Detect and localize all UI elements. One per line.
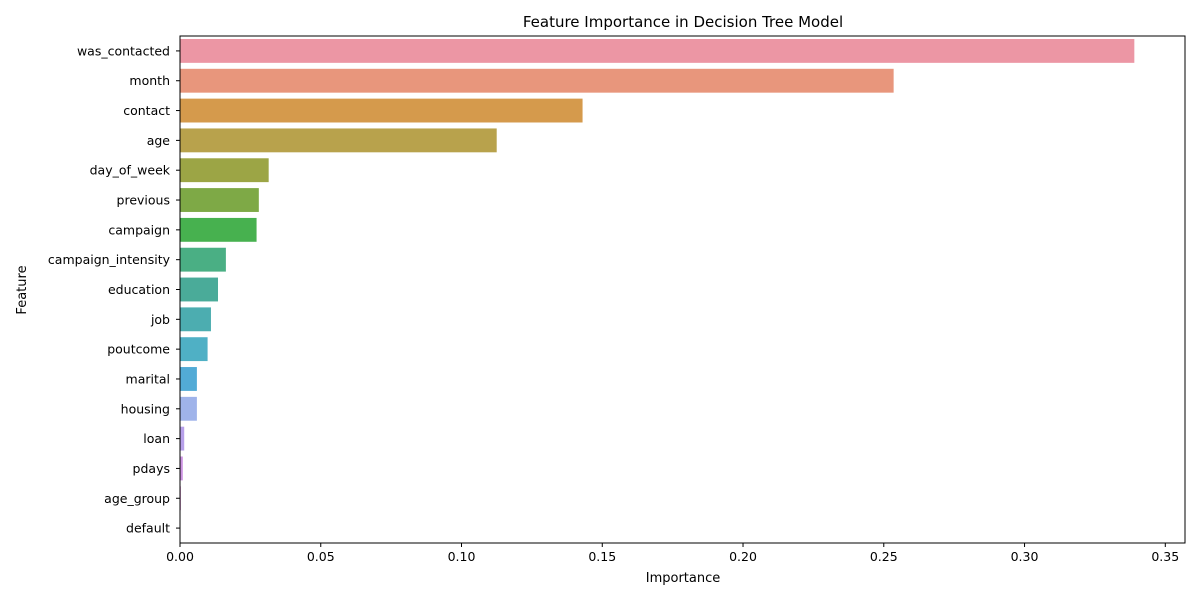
bar-job [180,307,211,332]
y-tick-label: marital [126,371,170,386]
y-tick-label: was_contacted [77,43,170,58]
y-axis-label: Feature [15,265,30,314]
y-tick-label: age_group [104,491,170,506]
y-tick-label: education [108,282,170,297]
bar-age [180,128,497,153]
bar-campaign [180,217,257,242]
bar-loan [180,426,185,451]
y-tick-label: campaign [108,222,170,237]
x-axis-label: Importance [646,571,721,586]
bar-previous [180,188,259,212]
bars-group [180,38,1135,511]
bar-was-contacted [180,38,1135,63]
y-tick-label: loan [143,431,170,446]
y-tick-label: pdays [133,461,170,476]
y-tick-label: day_of_week [90,163,171,178]
y-tick-label: campaign_intensity [48,252,171,267]
y-tick-label: month [129,73,170,88]
x-tick-label: 0.20 [729,549,757,564]
bar-housing [180,396,197,421]
x-tick-label: 0.05 [307,549,335,564]
x-tick-label: 0.15 [588,549,616,564]
y-tick-label: poutcome [107,342,170,357]
bar-month [180,68,894,93]
y-tick-label: age [147,133,171,148]
bar-education [180,277,219,302]
y-tick-label: job [150,312,170,327]
y-tick-label: default [126,521,170,536]
bar-contact [180,98,583,123]
bar-pdays [180,456,183,481]
bar-poutcome [180,337,208,362]
x-tick-label: 0.10 [448,549,476,564]
y-tick-label: contact [123,103,170,118]
bar-campaign-intensity [180,247,226,272]
x-tick-label: 0.00 [166,549,194,564]
x-tick-label: 0.35 [1151,549,1179,564]
x-tick-label: 0.25 [870,549,898,564]
x-tick-label: 0.30 [1011,549,1039,564]
chart-title: Feature Importance in Decision Tree Mode… [523,13,843,31]
bar-marital [180,367,197,391]
plot-frame [179,35,1186,544]
y-tick-label: housing [121,401,170,416]
y-tick-label: previous [117,193,170,208]
bar-day-of-week [180,158,269,183]
x-axis-ticks: 0.00 0.05 0.10 0.15 0.20 0.25 0.30 0.35 [166,543,1179,564]
